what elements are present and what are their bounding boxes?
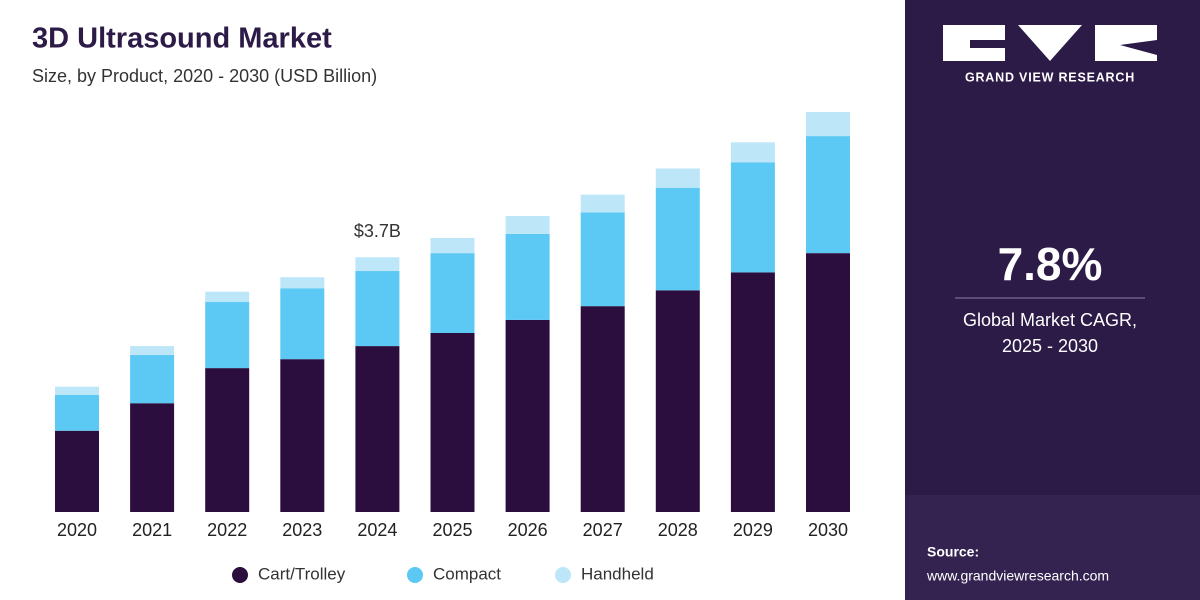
bar-segment xyxy=(806,136,850,254)
x-tick-label: 2030 xyxy=(808,520,848,540)
bar-segment xyxy=(130,355,175,404)
bar-segment xyxy=(580,306,625,512)
cagr-caption: 2025 - 2030 xyxy=(1002,336,1098,356)
chart-title: 3D Ultrasound Market xyxy=(32,23,332,55)
x-tick-label: 2027 xyxy=(583,520,623,540)
bar-segment xyxy=(430,332,475,512)
logo-cut xyxy=(970,40,1005,48)
bar-segment xyxy=(205,368,250,512)
x-tick-label: 2028 xyxy=(658,520,698,540)
bar-segment xyxy=(580,212,625,307)
bar-segment xyxy=(55,430,99,512)
x-tick-label: 2022 xyxy=(207,520,247,540)
bar-segment xyxy=(430,237,475,254)
bar-segment xyxy=(355,271,400,347)
bar-segment xyxy=(55,386,99,395)
legend-label: Compact xyxy=(433,564,501,583)
bar-segment xyxy=(806,253,850,512)
bar-segment xyxy=(355,257,400,272)
logo xyxy=(943,25,1157,61)
brand: GRAND VIEW RESEARCH xyxy=(965,70,1135,84)
bar-segment xyxy=(655,187,700,291)
bar-segment xyxy=(730,162,775,273)
x-tick-label: 2024 xyxy=(357,520,397,540)
bar-segment xyxy=(355,346,400,512)
legend-swatch xyxy=(555,567,571,583)
bar-segment xyxy=(730,142,775,163)
x-tick-label: 2021 xyxy=(132,520,172,540)
total-label: $3.7B xyxy=(354,221,401,241)
bar-segment xyxy=(505,215,550,234)
cagr-value: 7.8% xyxy=(998,238,1103,290)
bar-segment xyxy=(730,272,775,512)
bar-segment xyxy=(505,233,550,320)
bar-segment xyxy=(205,291,250,303)
bar-segment xyxy=(505,319,550,512)
x-tick-label: 2029 xyxy=(733,520,773,540)
legend-swatch xyxy=(232,567,248,583)
bar-segment xyxy=(130,346,175,356)
x-tick-label: 2020 xyxy=(57,520,97,540)
bar-segment xyxy=(655,290,700,512)
logo-triangle xyxy=(1018,25,1082,61)
bar-segment xyxy=(280,288,325,360)
bar-segment xyxy=(430,253,475,333)
logo-cut xyxy=(1120,40,1157,55)
source-url: www.grandviewresearch.com xyxy=(926,568,1109,584)
bar-segment xyxy=(280,359,325,512)
source-band xyxy=(905,495,1200,600)
source-label: Source: xyxy=(927,544,979,560)
legend-swatch xyxy=(407,567,423,583)
bar-segment xyxy=(806,112,850,137)
bar-segment xyxy=(205,302,250,369)
bar-segment xyxy=(280,277,325,289)
x-tick-label: 2023 xyxy=(282,520,322,540)
legend-label: Handheld xyxy=(581,564,654,583)
bar-segment xyxy=(130,403,175,512)
chart-subtitle: Size, by Product, 2020 - 2030 (USD Billi… xyxy=(32,66,377,86)
legend-label: Cart/Trolley xyxy=(258,564,346,583)
cagr-caption: Global Market CAGR, xyxy=(963,310,1137,330)
x-tick-label: 2026 xyxy=(508,520,548,540)
bar-segment xyxy=(655,168,700,188)
bar-segment xyxy=(580,194,625,213)
x-tick-label: 2025 xyxy=(432,520,472,540)
bar-segment xyxy=(55,394,99,431)
